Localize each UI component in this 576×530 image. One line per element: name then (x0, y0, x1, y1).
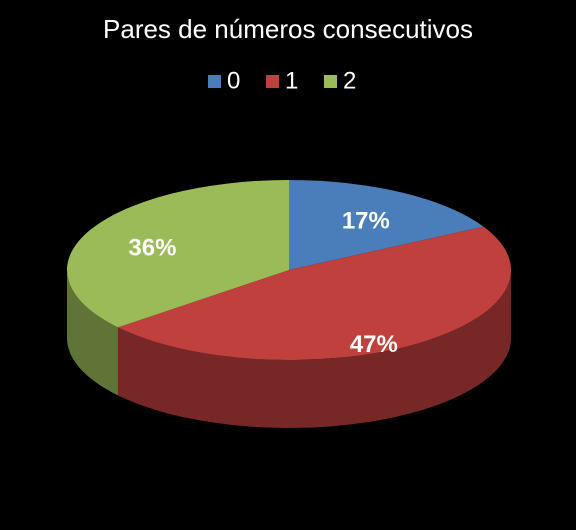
pie-slice (117, 226, 512, 361)
legend-label: 1 (285, 67, 298, 94)
data-label: 17% (342, 208, 390, 235)
data-label: 47% (350, 331, 398, 358)
data-label: 36% (128, 234, 176, 261)
pie-slice (67, 180, 289, 328)
pie-slice (289, 179, 484, 270)
legend-label: 2 (343, 67, 356, 94)
pie-side (117, 270, 511, 428)
legend-swatch (324, 75, 337, 88)
legend-swatch (266, 75, 279, 88)
chart-title: Pares de números consecutivos (103, 14, 473, 44)
legend-swatch (208, 75, 221, 88)
legend-label: 0 (227, 67, 240, 94)
pie-side (67, 270, 118, 396)
